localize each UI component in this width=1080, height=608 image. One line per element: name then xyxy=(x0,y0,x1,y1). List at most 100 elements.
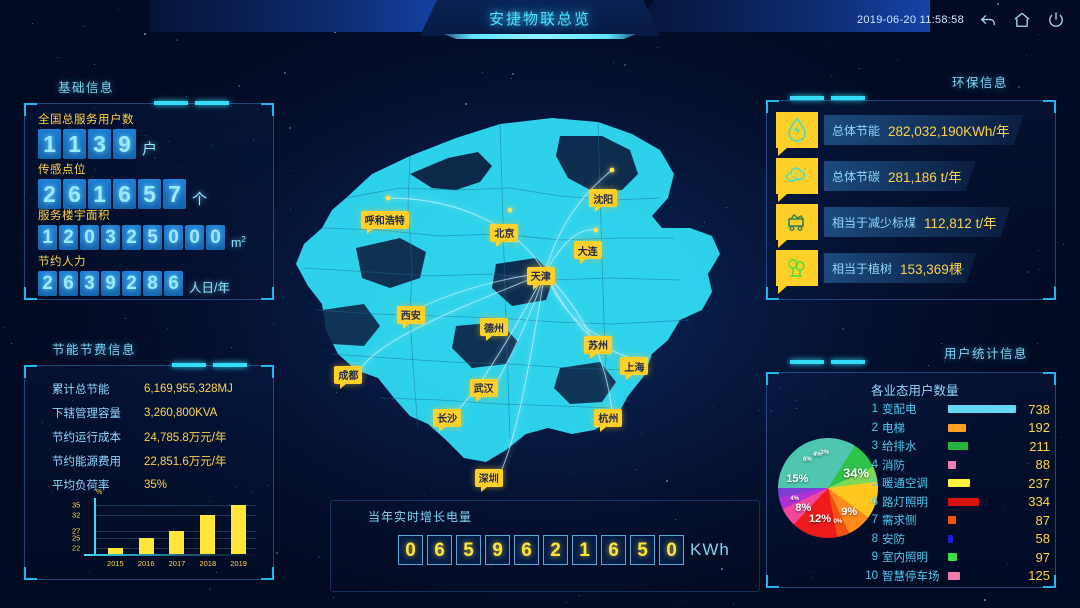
user-type-bar xyxy=(948,442,968,450)
user-type-row[interactable]: 10 智慧停车场 125 xyxy=(862,567,1050,586)
map-city-label[interactable]: 天津 xyxy=(527,267,555,285)
env-value-plate: 总体节能 282,032,190KWh/年 xyxy=(824,115,1024,145)
map-city-label[interactable]: 呼和浩特 xyxy=(361,211,409,229)
user-type-bar-track xyxy=(948,456,1016,475)
user-type-bar-track xyxy=(948,474,1016,493)
energy-metric-value: 24,785.8万元/年 xyxy=(144,429,226,445)
user-type-name: 室内照明 xyxy=(882,549,948,565)
env-metric-value: 282,032,190KWh/年 xyxy=(888,120,1010,140)
map-city-label[interactable]: 苏州 xyxy=(584,336,612,354)
env-metric-label: 总体节能 xyxy=(832,122,880,139)
basic-info-unit: 户 xyxy=(142,138,157,159)
bar-chart-unit-label: % xyxy=(96,489,102,496)
load-rate-bar-chart: % 35 32 27 25 22 2015 2016 2017 2018 2019 xyxy=(66,498,256,568)
env-metric-row: 总体节能 282,032,190KWh/年 xyxy=(776,108,1024,152)
map-city-label[interactable]: 上海 xyxy=(620,357,648,375)
pie-slice-label: 8% xyxy=(795,502,811,514)
user-type-value: 58 xyxy=(1016,531,1050,546)
corner-tr xyxy=(1043,100,1056,113)
bar-chart-x-label: 2016 xyxy=(134,559,158,568)
basic-info-value: 261657个 xyxy=(38,179,207,209)
bar-chart-bar xyxy=(200,515,215,554)
carbon-cloud-icon: C xyxy=(776,158,818,194)
user-type-value: 88 xyxy=(1016,457,1050,472)
map-city-label[interactable]: 成都 xyxy=(334,366,362,384)
user-type-index: 3 xyxy=(862,440,878,452)
map-city-label[interactable]: 德州 xyxy=(480,318,508,336)
map-city-label[interactable]: 深圳 xyxy=(475,469,503,487)
map-city-label[interactable]: 大连 xyxy=(574,241,602,259)
bar-chart-x-label: 2018 xyxy=(196,559,220,568)
user-type-value: 192 xyxy=(1016,420,1050,435)
metric-digit: 6 xyxy=(59,271,78,296)
corner-tl xyxy=(24,365,37,378)
user-type-index: 7 xyxy=(862,514,878,526)
corner-tr xyxy=(1043,372,1056,385)
user-type-index: 5 xyxy=(862,477,878,489)
basic-info-value: 1 2 0 3 2 5 0 0 0 m2 xyxy=(38,225,246,250)
map-city-label[interactable]: 武汉 xyxy=(470,379,498,397)
back-icon[interactable] xyxy=(978,10,998,30)
map-city-label[interactable]: 沈阳 xyxy=(589,189,617,207)
energy-metric-row: 节约能源费用 22,851.6万元/年 xyxy=(52,449,233,473)
users-section-title: 用户统计信息 xyxy=(944,343,1028,362)
environment-panel: 总体节能 282,032,190KWh/年 C 总体节碳 281,186 t/年 相当于减… xyxy=(766,100,1056,300)
home-icon[interactable] xyxy=(1012,10,1032,30)
energy-metric-row: 平均负荷率 35% xyxy=(52,473,233,497)
corner-tr xyxy=(261,365,274,378)
corner-br xyxy=(261,287,274,300)
pie-slice-label: 12% xyxy=(809,513,831,525)
user-type-row[interactable]: 7 需求侧 87 xyxy=(862,511,1050,530)
user-type-index: 6 xyxy=(862,496,878,508)
metric-digit: 9 xyxy=(113,129,136,159)
env-metric-row: C 总体节碳 281,186 t/年 xyxy=(776,154,976,198)
basic-info-unit: 人日/年 xyxy=(189,277,230,296)
map-city-label[interactable]: 北京 xyxy=(490,224,518,242)
user-type-row[interactable]: 9 室内照明 97 xyxy=(862,548,1050,567)
metric-digit: 1 xyxy=(63,129,86,159)
user-type-row[interactable]: 2 电梯 192 xyxy=(862,419,1050,438)
counter-unit: KWh xyxy=(690,540,730,560)
energy-metric-row: 累计总节能 6,169,955,328MJ xyxy=(52,377,233,401)
china-map[interactable]: 沈阳呼和浩特北京大连天津西安德州苏州 上海 成都武汉 长沙 杭州深圳 xyxy=(260,78,780,508)
env-metric-value: 281,186 t/年 xyxy=(888,166,962,186)
user-type-row[interactable]: 5 暖通空调 237 xyxy=(862,474,1050,493)
env-section-title: 环保信息 xyxy=(952,72,1008,91)
bar-chart-x-label: 2019 xyxy=(227,559,251,568)
basic-info-value: 2 6 3 9 2 8 6 人日/年 xyxy=(38,271,230,296)
bar-chart-y-label: 25 xyxy=(72,533,80,542)
user-type-row[interactable]: 6 路灯照明 334 xyxy=(862,493,1050,512)
user-type-bar xyxy=(948,553,957,561)
counter-digit: 6 xyxy=(601,535,626,565)
map-city-label[interactable]: 长沙 xyxy=(433,409,461,427)
user-type-rows: 1 变配电 738 2 电梯 192 3 给排水 211 4 消防 88 5 暖通空调 237 6 路灯照明 33… xyxy=(862,400,1050,585)
energy-metric-rows: 累计总节能 6,169,955,328MJ 下辖管理容量 3,260,800KVA 节约… xyxy=(52,377,233,497)
metric-digit: 5 xyxy=(143,225,162,250)
user-type-row[interactable]: 8 安防 58 xyxy=(862,530,1050,549)
map-city-label[interactable]: 西安 xyxy=(397,306,425,324)
user-type-index: 8 xyxy=(862,533,878,545)
bar-chart-y-label: 32 xyxy=(72,511,80,520)
env-metric-row: 相当于减少标煤 112,812 t/年 xyxy=(776,200,1011,244)
basic-info-row: 节约人力 2 6 3 9 2 8 6 人日/年 xyxy=(38,253,230,296)
bar-chart-y-axis xyxy=(94,498,96,554)
map-city-label[interactable]: 杭州 xyxy=(594,409,622,427)
user-type-row[interactable]: 3 给排水 211 xyxy=(862,437,1050,456)
metric-digit: 2 xyxy=(59,225,78,250)
users-list-title: 各业态用户数量 xyxy=(871,380,959,399)
basic-info-unit: m2 xyxy=(231,235,246,250)
energy-metric-row: 节约运行成本 24,785.8万元/年 xyxy=(52,425,233,449)
user-type-value: 211 xyxy=(1016,439,1050,454)
tree-icon xyxy=(776,250,818,286)
user-type-bar-track xyxy=(948,530,1016,549)
user-type-row[interactable]: 1 变配电 738 xyxy=(862,400,1050,419)
user-type-name: 给排水 xyxy=(882,438,948,454)
pie-slice-label: 9% xyxy=(841,506,857,518)
bar-chart-bar xyxy=(231,505,246,554)
power-icon[interactable] xyxy=(1046,10,1066,30)
header-bar: 安捷物联总览 2019-06-20 11:58:58 xyxy=(0,0,1080,40)
user-type-row[interactable]: 4 消防 88 xyxy=(862,456,1050,475)
corner-tl xyxy=(24,103,37,116)
bar-chart-bar xyxy=(139,538,154,554)
corner-tr xyxy=(261,103,274,116)
